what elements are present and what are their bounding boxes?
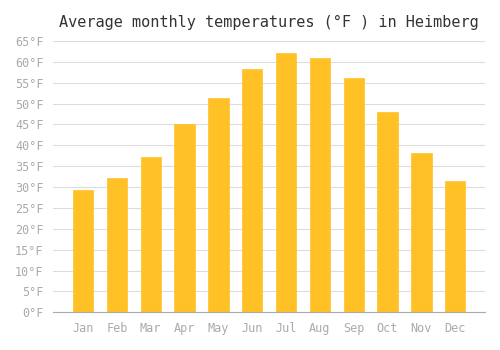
Bar bbox=[310, 58, 330, 312]
Bar bbox=[208, 98, 229, 312]
Bar bbox=[276, 52, 296, 312]
Title: Average monthly temperatures (°F ) in Heimberg: Average monthly temperatures (°F ) in He… bbox=[59, 15, 479, 30]
Bar bbox=[174, 124, 195, 312]
Bar bbox=[242, 69, 262, 312]
Bar bbox=[106, 178, 127, 312]
Bar bbox=[73, 190, 93, 312]
Bar bbox=[378, 112, 398, 312]
Bar bbox=[344, 78, 364, 312]
Bar bbox=[140, 156, 161, 312]
Bar bbox=[411, 153, 432, 312]
Bar bbox=[445, 181, 466, 312]
